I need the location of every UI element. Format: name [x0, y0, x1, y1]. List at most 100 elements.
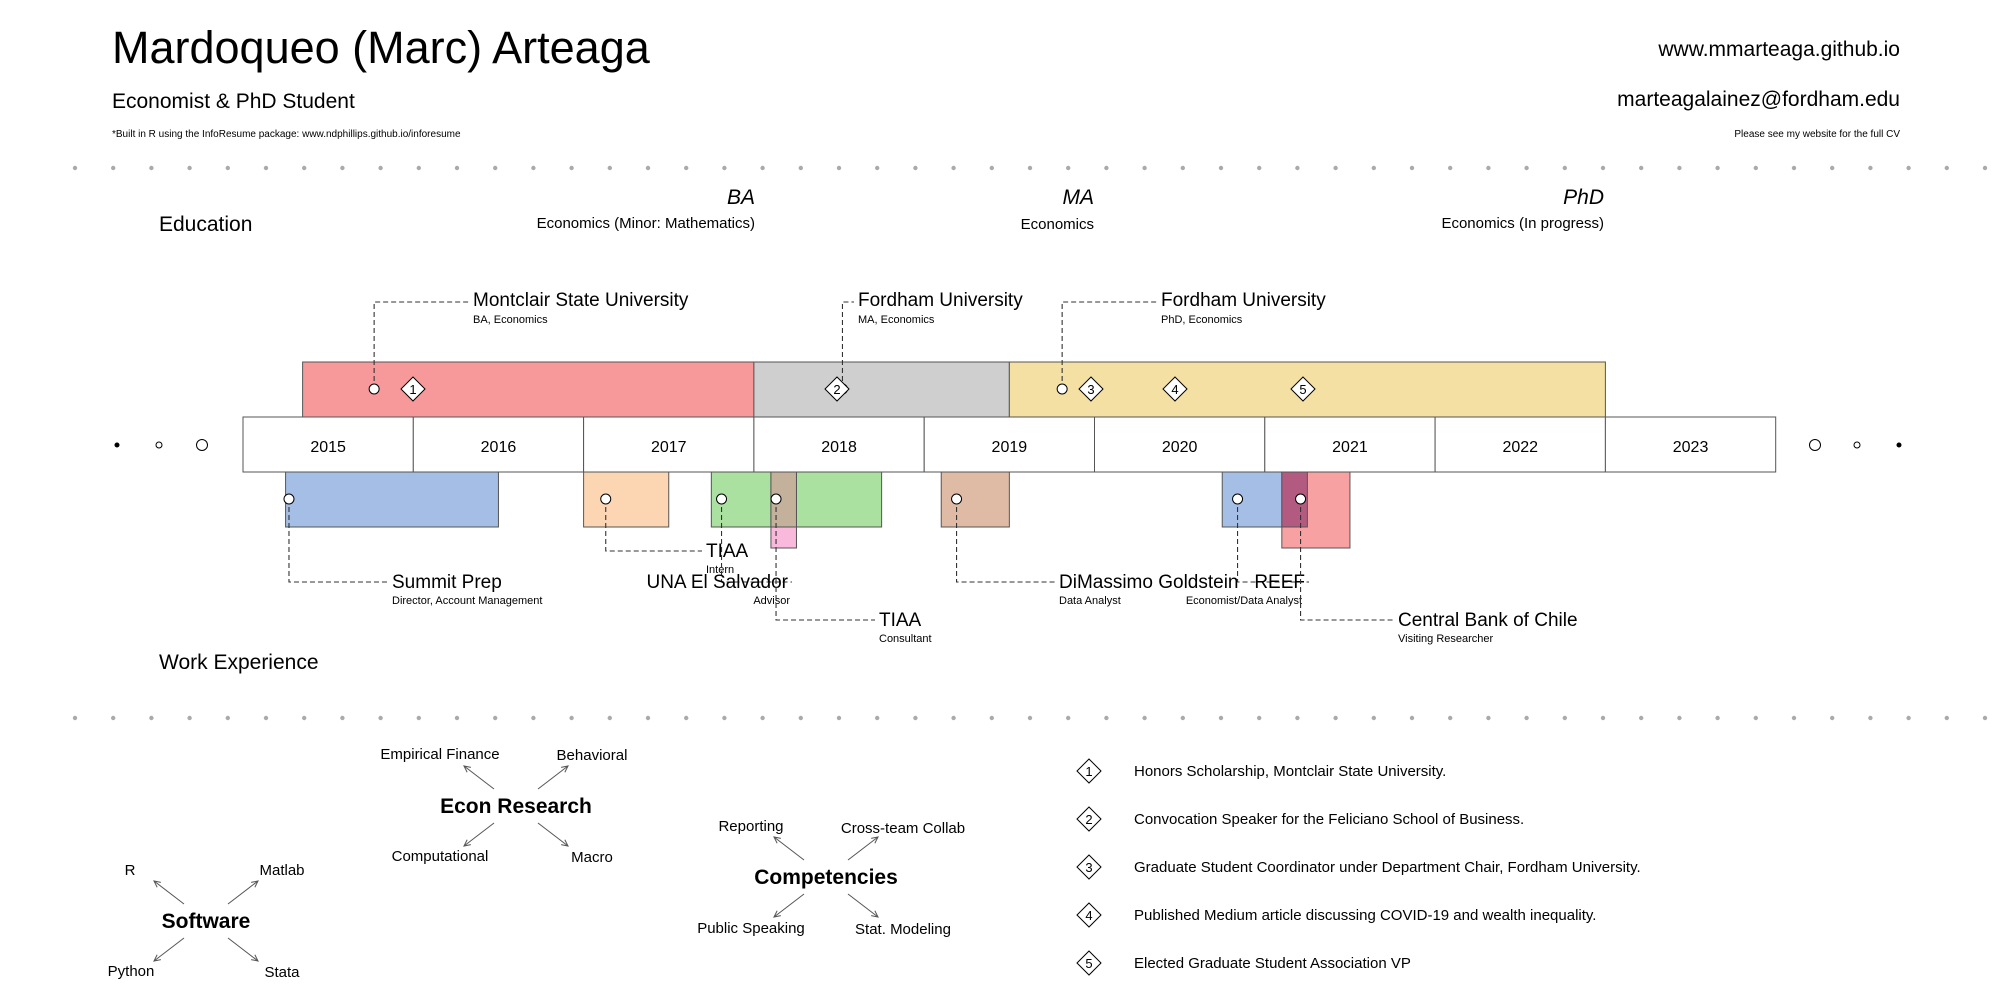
timeline-end-dot [1809, 439, 1821, 451]
separator-dot [875, 165, 880, 171]
separator-dot [1906, 165, 1911, 171]
skill-arrow-head [871, 836, 879, 844]
education-marker [1056, 383, 1068, 395]
separator-dot [1639, 715, 1644, 721]
separator-dot [1677, 165, 1682, 171]
education-org: Fordham University [858, 290, 1023, 311]
honor-marker [1078, 376, 1104, 402]
skill-arrow-head [871, 910, 879, 918]
separator-dot [111, 715, 116, 721]
honor-list-icon [1076, 854, 1102, 880]
skill-arrow-head [561, 765, 569, 773]
separator-dot [722, 165, 727, 171]
education-leader-line [373, 301, 469, 389]
separator-dot [340, 165, 345, 171]
separator-dot [1677, 715, 1682, 721]
year-label: 2017 [651, 439, 687, 456]
skill-item: Behavioral [557, 747, 628, 764]
year-cell [1604, 416, 1777, 473]
degree-title-ma: MA [1062, 186, 1095, 209]
work-org: TIAA [706, 541, 749, 562]
work-detail: Intern [706, 564, 734, 576]
year-label: 2021 [1332, 439, 1368, 456]
separator-dot [187, 715, 192, 721]
separator-dot [913, 715, 918, 721]
work-org: DiMassimo Goldstein [1059, 572, 1239, 593]
separator-dot [836, 715, 842, 721]
skill-arrow [537, 822, 569, 847]
skill-arrow-head [251, 880, 259, 888]
work-org: Central Bank of Chile [1398, 610, 1578, 631]
separator-dot [1180, 715, 1186, 721]
separator-dot [798, 165, 803, 171]
separator-dot [989, 715, 994, 721]
separator-dot [1257, 165, 1262, 171]
cv-note: Please see my website for the full CV [1734, 129, 1900, 140]
separator-dot [1830, 165, 1835, 171]
website-link[interactable]: www.mmarteaga.github.io [1658, 38, 1900, 61]
separator-dot [645, 165, 651, 171]
separator-dot [1982, 715, 1988, 721]
separator-dot [569, 715, 574, 721]
honor-marker-number: 2 [833, 382, 840, 397]
separator-dot [378, 165, 383, 171]
separator-dot [1295, 165, 1300, 171]
email-link[interactable]: marteagalainez@fordham.edu [1617, 88, 1900, 111]
separator-dot [302, 715, 307, 721]
separator-dot [493, 165, 498, 171]
separator-dot [645, 715, 651, 721]
work-detail: Advisor [753, 595, 790, 607]
year-cell [412, 416, 585, 473]
separator-dot [607, 715, 612, 721]
timeline-end-dot [114, 442, 120, 448]
separator-dot [1982, 165, 1988, 171]
separator-dot [1371, 165, 1377, 171]
timeline-end-dot [196, 439, 208, 451]
education-detail: BA, Economics [473, 314, 548, 326]
work-bar [583, 471, 670, 528]
work-marker [283, 493, 295, 505]
honor-list-number: 2 [1085, 812, 1092, 827]
skill-cluster-title: Software [162, 910, 251, 933]
year-cell [1094, 416, 1266, 473]
separator-dot [1562, 165, 1568, 171]
work-detail: Director, Account Management [392, 595, 542, 607]
separator-dot [1791, 715, 1797, 721]
education-detail: MA, Economics [858, 314, 935, 326]
separator-dot [187, 165, 192, 171]
separator-dot [1142, 715, 1147, 721]
separator-dot [149, 715, 154, 721]
separator-dot [225, 165, 230, 171]
year-label: 2019 [992, 439, 1028, 456]
work-marker [600, 493, 612, 505]
skill-arrow [773, 893, 805, 918]
separator-dot [1066, 165, 1071, 171]
separator-dot [1027, 715, 1033, 721]
separator-dot [1104, 715, 1109, 721]
skill-arrow-head [463, 765, 471, 773]
year-label: 2020 [1162, 439, 1198, 456]
skill-item: Computational [392, 848, 489, 865]
year-cell [753, 416, 925, 473]
separator-dot [263, 715, 269, 721]
separator-dot [340, 715, 345, 721]
separator-dot [1180, 165, 1186, 171]
separator-dot [1715, 165, 1720, 171]
honor-list-number: 5 [1085, 956, 1092, 971]
skill-arrow-head [773, 910, 781, 918]
education-marker [368, 383, 380, 395]
work-leader-line [288, 499, 388, 583]
skill-arrow [153, 880, 185, 905]
work-leader-line [956, 499, 1055, 583]
skill-item: Python [108, 963, 155, 980]
build-note: *Built in R using the InfoResume package… [112, 129, 461, 140]
work-leader-line [605, 499, 702, 552]
separator-dot [454, 165, 460, 171]
skill-item: R [125, 862, 136, 879]
skill-arrow [537, 765, 569, 790]
skill-arrow-head [251, 954, 259, 962]
year-cell [923, 416, 1096, 473]
honor-marker [1162, 376, 1188, 402]
separator-dot [1868, 165, 1873, 171]
